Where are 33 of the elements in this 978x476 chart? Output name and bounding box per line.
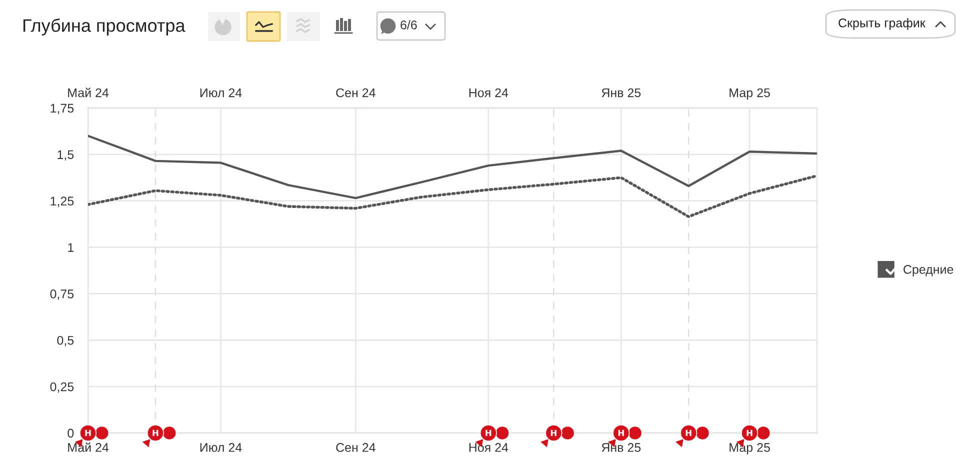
line-series [88, 134, 817, 200]
line-series [88, 174, 817, 218]
annotation: н [550, 430, 556, 436]
chart-title: Глубина просмотра [23, 18, 186, 36]
y-tick-label: 0,5 [57, 336, 74, 346]
y-tick-label: 1,75 [50, 104, 74, 114]
x2-tick-label: Мар 25 [730, 443, 770, 454]
y-tick-label: 1 [68, 243, 74, 252]
y-tick-label: 0,75 [50, 290, 74, 300]
text: Скрыть график [838, 18, 926, 30]
annotation: н [152, 430, 158, 436]
y-tick-label: 0 [68, 428, 74, 438]
annotation: н [486, 430, 492, 436]
x2-tick-label: Янв 25 [602, 443, 641, 452]
text: 6/6 [400, 20, 417, 30]
x-tick-label: Май 24 [68, 88, 109, 98]
x-tick-label: Июл 24 [200, 88, 242, 98]
x-tick-label: Сен 24 [336, 88, 376, 98]
legend-label: Средние [904, 265, 954, 276]
annotation: н [686, 430, 692, 436]
x2-tick-label: Июл 24 [200, 443, 242, 452]
annotation: н [618, 430, 624, 436]
x2-tick-label: Май 24 [68, 442, 109, 452]
y-tick-label: 1,5 [58, 150, 74, 161]
annotation: н [746, 430, 752, 436]
x2-tick-label: Ноя 24 [469, 443, 508, 452]
x-tick-label: Ноя 24 [469, 88, 508, 98]
x2-tick-label: Сен 24 [336, 443, 376, 452]
x-tick-label: Янв 25 [602, 88, 641, 98]
annotation: н [85, 430, 91, 436]
y-tick-label: 0,25 [50, 382, 74, 393]
x-tick-label: Мар 25 [730, 88, 770, 100]
y-tick-label: 1,25 [50, 196, 74, 207]
